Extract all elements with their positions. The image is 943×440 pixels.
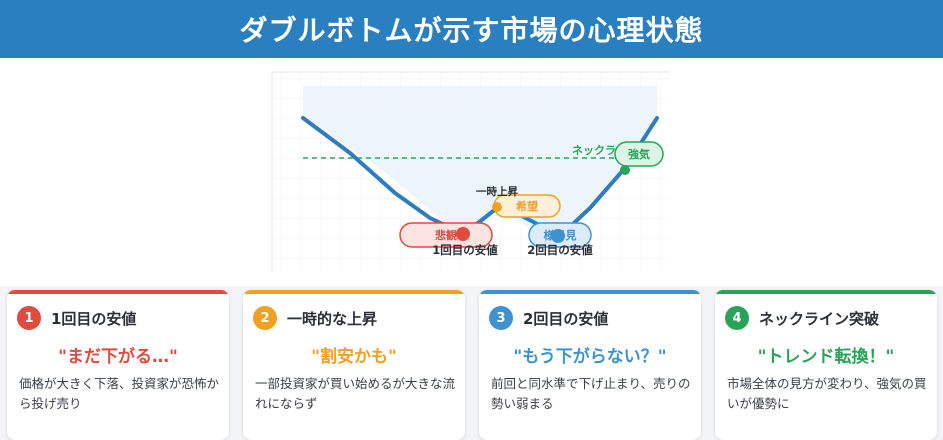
card-second-low: 3 2回目の安値 "もう下がらない？" 前回と同水準で下げ止まり、売りの勢い弱ま… [479,290,701,440]
spike-marker [492,202,502,212]
card-accent-bar [243,290,465,294]
card-description: 前回と同水準で下げ止まり、売りの勢い弱まる [491,376,691,411]
hope-label: 希望 [515,199,538,213]
bottom2-marker [551,229,565,243]
psychology-cards: 1 1回目の安値 "まだ下がる…" 価格が大きく下落、投資家が恐怖から投げ売り … [0,286,943,440]
spike-label: 一時上昇 [476,185,518,198]
card-title: 1回目の安値 [51,309,137,328]
confidence-label: 強気 [628,147,650,161]
bottom1-marker [456,227,470,241]
despair-pill [399,222,493,248]
step-number-badge: 3 [489,306,513,330]
card-accent-bar [7,290,229,294]
breakout-marker [620,165,630,175]
card-title: ネックライン突破 [759,309,880,328]
card-title: 2回目の安値 [523,309,609,328]
despair-label: 悲観 [435,228,457,242]
step-number-badge: 4 [725,306,749,330]
header-bar: ダブルボトムが示す市場の心理状態 [0,0,943,58]
double-bottom-diagram: ネックライン 悲観 希望 様子見 強気 一時上昇 1回目の安値 2回目の安値 [0,58,943,286]
page-title: ダブルボトムが示す市場の心理状態 [239,14,704,47]
card-quote: "トレンド転換！" [757,347,895,367]
card-description: 価格が大きく下落、投資家が恐怖から投げ売り [19,376,220,411]
card-accent-bar [479,290,701,294]
card-neckline-break: 4 ネックライン突破 "トレンド転換！" 市場全体の見方が変わり、強気の買いが優… [715,290,937,440]
card-quote: "割安かも" [311,347,397,367]
card-description: 市場全体の見方が変わり、強気の買いが優勢に [727,376,927,411]
step-number-badge: 2 [253,306,277,330]
bottom2-label: 2回目の安値 [527,243,593,257]
card-title: 一時的な上昇 [287,309,378,328]
card-quote: "もう下がらない？" [513,347,667,367]
confidence-pill [614,141,664,167]
card-description: 一部投資家が買い始めるが大きな流れにならず [255,376,456,411]
bottom1-label: 1回目の安値 [432,243,498,257]
step-number-badge: 1 [17,306,41,330]
card-accent-bar [715,290,937,294]
card-first-low: 1 1回目の安値 "まだ下がる…" 価格が大きく下落、投資家が恐怖から投げ売り [7,290,229,440]
diagram-svg: ネックライン 悲観 希望 様子見 強気 一時上昇 1回目の安値 2回目の安値 [271,71,670,272]
card-temporary-rise: 2 一時的な上昇 "割安かも" 一部投資家が買い始めるが大きな流れにならず [243,290,465,440]
card-quote: "まだ下がる…" [58,347,178,367]
shaded-area [303,86,657,236]
